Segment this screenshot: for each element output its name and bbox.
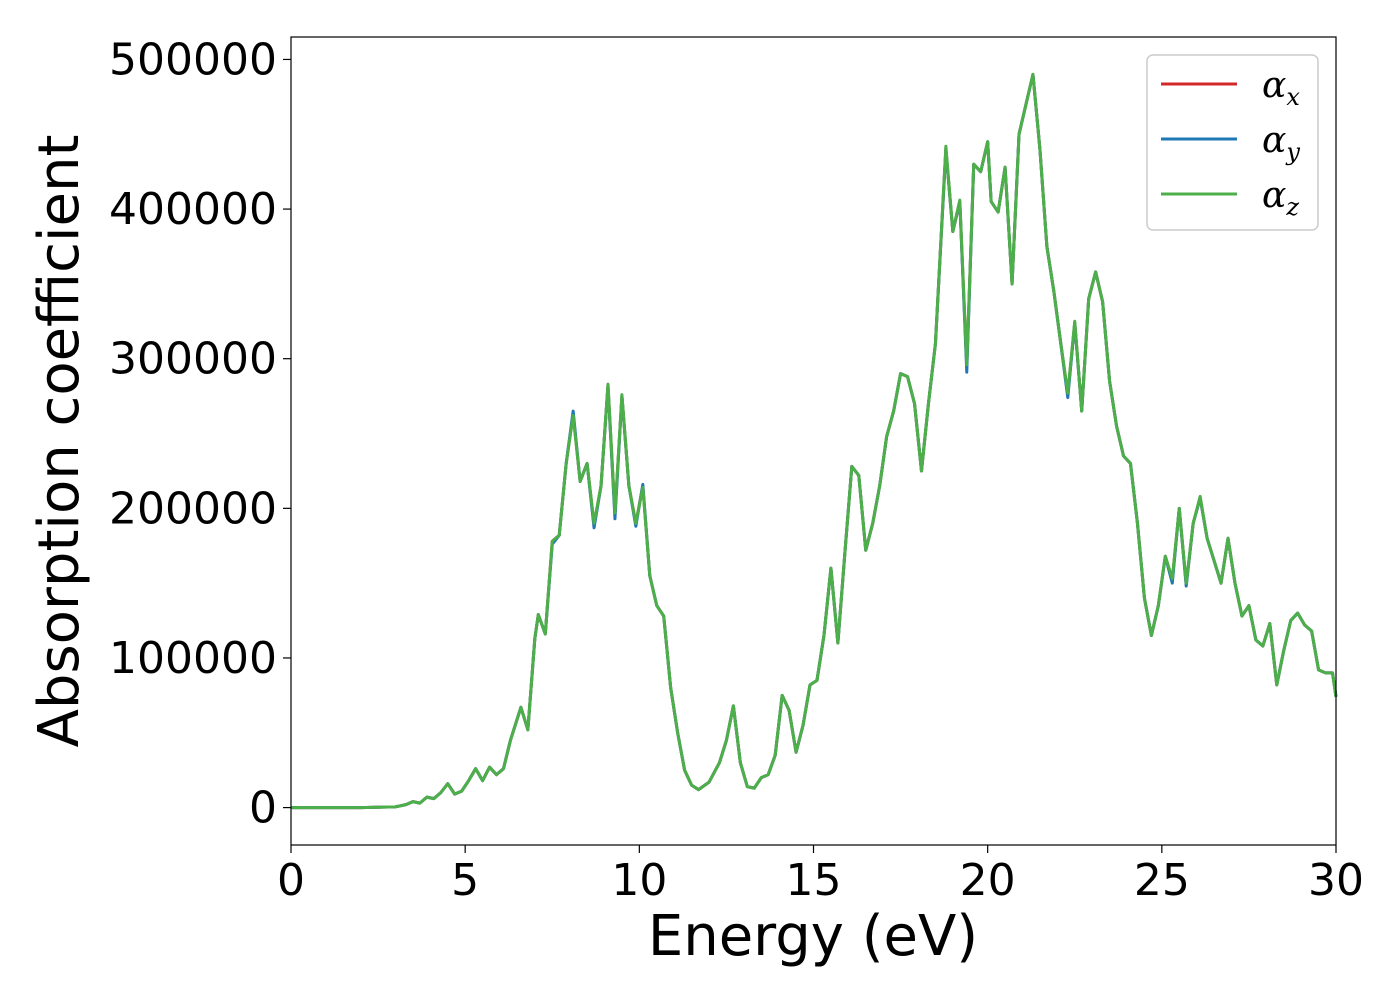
x-tick-label: 25 [1134, 855, 1190, 906]
y-tick-label: 300000 [109, 334, 277, 385]
x-tick-label: 15 [786, 855, 842, 906]
x-axis-ticks: 0 5 10 15 20 25 30 [277, 845, 1364, 906]
legend-label-alpha-x: αx [1262, 65, 1300, 111]
legend-label-alpha-y: αy [1262, 120, 1300, 166]
x-axis-label: Energy (eV) [648, 904, 978, 969]
x-tick-label: 10 [611, 855, 667, 906]
y-tick-label: 200000 [109, 483, 277, 534]
x-tick-label: 30 [1308, 855, 1364, 906]
y-axis-label: Absorption coefficient [27, 135, 92, 748]
y-axis-ticks: 0 100000 200000 300000 400000 500000 [109, 34, 291, 834]
y-tick-label: 500000 [109, 34, 277, 85]
x-tick-label: 0 [277, 855, 305, 906]
y-tick-label: 100000 [109, 633, 277, 684]
legend-box [1146, 54, 1319, 231]
legend-label-alpha-z: αz [1262, 175, 1299, 221]
x-tick-label: 20 [960, 855, 1016, 906]
x-tick-label: 5 [451, 855, 479, 906]
legend: αx αy αz [1146, 54, 1319, 231]
series-line-alpha-z [291, 72, 1338, 810]
plot-lines [291, 72, 1338, 810]
y-tick-label: 400000 [109, 184, 277, 235]
y-tick-label: 0 [249, 783, 277, 834]
